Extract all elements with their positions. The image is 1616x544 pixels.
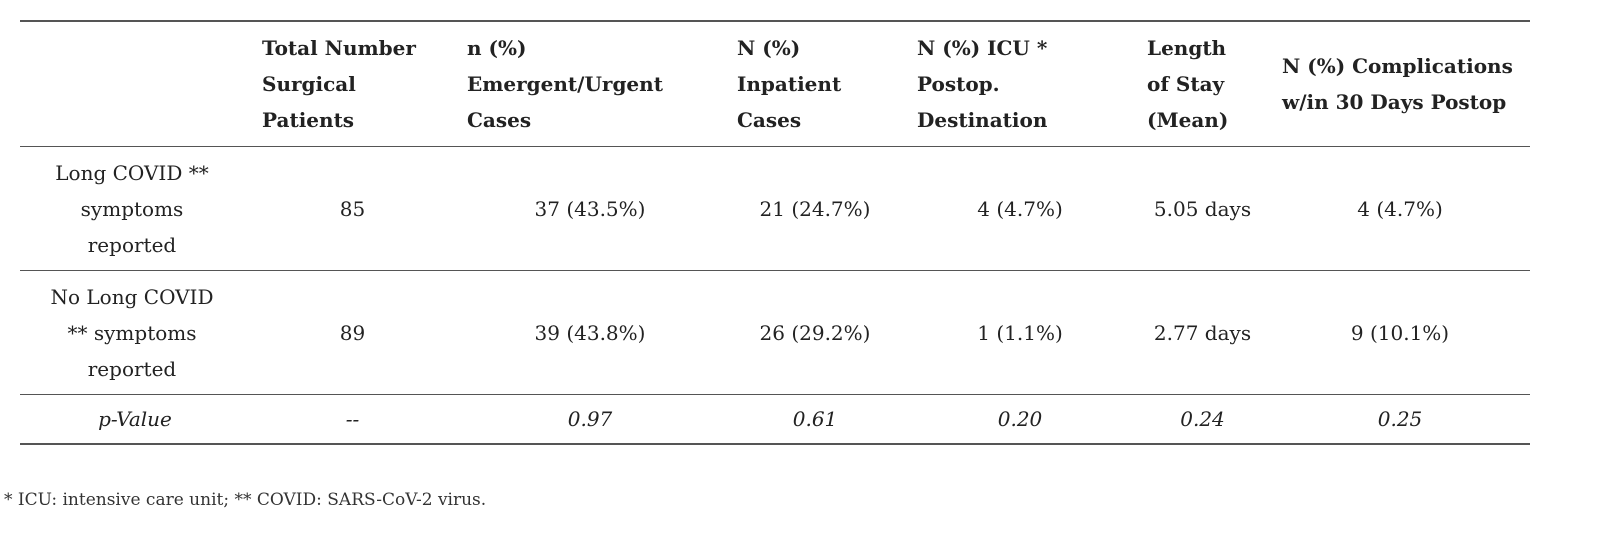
header-cell: N (%) Inpatient Cases xyxy=(737,36,842,132)
table-body: Long COVID ** symptoms reported 85 37 (43.… xyxy=(20,147,1530,444)
table-row: p-Value -- 0.97 0.61 0.20 0.24 0.25 xyxy=(20,395,1530,444)
header-cell: N (%) ICU * Postop. Destination xyxy=(917,36,1048,132)
header-cell xyxy=(20,21,250,147)
cell: 4 (4.7%) xyxy=(977,196,1063,221)
table-header: Total Number Surgical Patients n (%) Emer… xyxy=(20,21,1530,147)
cell: 0.20 xyxy=(997,407,1043,431)
cell: -- xyxy=(345,407,360,431)
results-table: Total Number Surgical Patients n (%) Emer… xyxy=(20,20,1530,445)
header-row: Total Number Surgical Patients n (%) Emer… xyxy=(20,21,1530,147)
cell: 0.61 xyxy=(792,407,838,431)
row-label: p-Value xyxy=(98,407,172,431)
cell: 5.05 days xyxy=(1153,196,1252,221)
cell: 0.24 xyxy=(1180,407,1225,431)
table-row: Long COVID ** symptoms reported 85 37 (43.… xyxy=(20,147,1530,271)
row-label: Long COVID ** symptoms reported xyxy=(55,160,209,257)
cell: 9 (10.1%) xyxy=(1350,320,1450,345)
cell: 37 (43.5%) xyxy=(534,196,646,221)
cell: 2.77 days xyxy=(1153,320,1252,345)
header-cell: Length of Stay (Mean) xyxy=(1147,36,1229,132)
row-label: No Long COVID ** symptoms reported xyxy=(50,284,214,381)
table-row: No Long COVID ** symptoms reported 89 39 (… xyxy=(20,271,1530,395)
cell: 26 (29.2%) xyxy=(759,320,871,345)
header-cell: N (%) Complications w/in 30 Days Postop xyxy=(1282,54,1513,114)
cell: 0.25 xyxy=(1377,407,1423,431)
header-cell: n (%) Emergent/Urgent Cases xyxy=(467,36,663,132)
cell: 39 (43.8%) xyxy=(534,320,646,345)
cell: 4 (4.7%) xyxy=(1357,196,1443,221)
cell: 21 (24.7%) xyxy=(759,196,871,221)
cell: 0.97 xyxy=(567,407,613,431)
header-cell: Total Number Surgical Patients xyxy=(262,36,416,132)
footnote: * ICU: intensive care unit; ** COVID: SA… xyxy=(4,490,487,510)
cell: 89 xyxy=(339,320,366,345)
cell: 85 xyxy=(339,196,366,221)
cell: 1 (1.1%) xyxy=(977,320,1063,345)
